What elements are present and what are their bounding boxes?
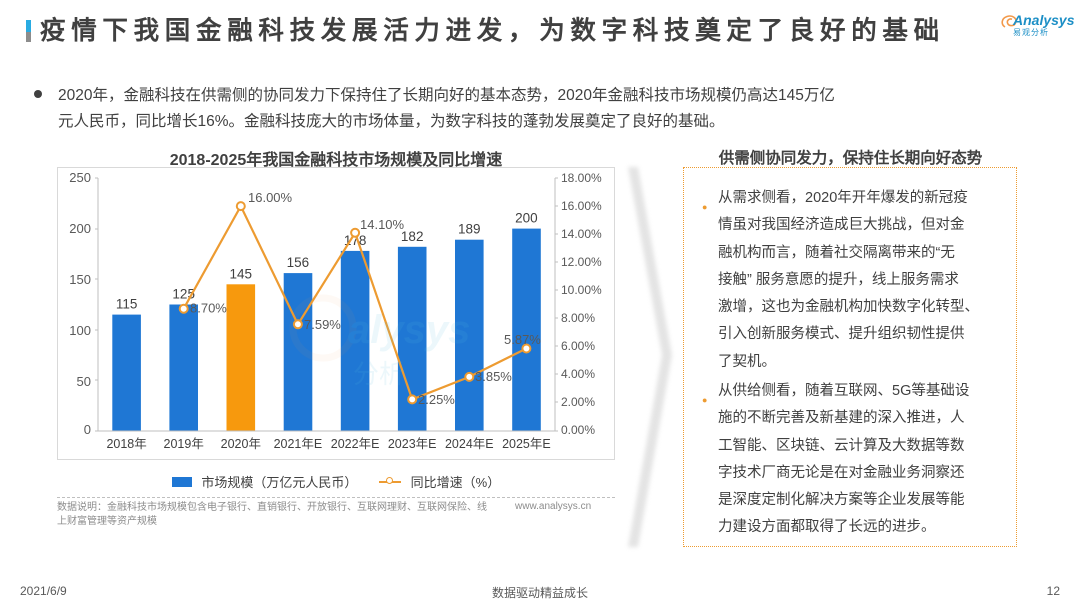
svg-text:alysys: alysys: [348, 308, 470, 352]
svg-text:2025年E: 2025年E: [502, 437, 551, 451]
svg-text:189: 189: [458, 222, 481, 237]
svg-text:250: 250: [69, 170, 91, 185]
svg-text:2024年E: 2024年E: [445, 437, 494, 451]
svg-text:16.00%: 16.00%: [248, 190, 293, 205]
svg-text:2019年: 2019年: [164, 437, 204, 451]
svg-text:2018年: 2018年: [106, 437, 146, 451]
svg-text:分析: 分析: [353, 359, 405, 389]
svg-text:50: 50: [77, 374, 91, 389]
svg-text:10.00%: 10.00%: [561, 283, 602, 297]
svg-text:200: 200: [69, 221, 91, 236]
svg-text:2020年: 2020年: [221, 437, 261, 451]
svg-text:6.00%: 6.00%: [561, 339, 595, 353]
svg-text:2023年E: 2023年E: [388, 437, 437, 451]
svg-text:0: 0: [84, 422, 91, 437]
svg-text:115: 115: [116, 297, 138, 312]
svg-text:150: 150: [69, 272, 91, 287]
svg-text:18.00%: 18.00%: [561, 171, 602, 185]
svg-text:100: 100: [69, 323, 91, 338]
svg-text:145: 145: [230, 266, 253, 281]
svg-text:16.00%: 16.00%: [561, 199, 602, 213]
svg-text:8.00%: 8.00%: [561, 311, 595, 325]
svg-text:4.00%: 4.00%: [561, 367, 595, 381]
svg-text:0.00%: 0.00%: [561, 423, 595, 437]
svg-text:8.70%: 8.70%: [190, 301, 227, 316]
svg-text:12.00%: 12.00%: [561, 255, 602, 269]
svg-text:14.00%: 14.00%: [561, 227, 602, 241]
svg-text:2022年E: 2022年E: [331, 437, 380, 451]
svg-text:2.00%: 2.00%: [561, 395, 595, 409]
svg-text:2021年E: 2021年E: [274, 437, 323, 451]
svg-text:200: 200: [515, 211, 538, 226]
svg-text:182: 182: [401, 229, 424, 244]
svg-text:14.10%: 14.10%: [360, 217, 405, 232]
